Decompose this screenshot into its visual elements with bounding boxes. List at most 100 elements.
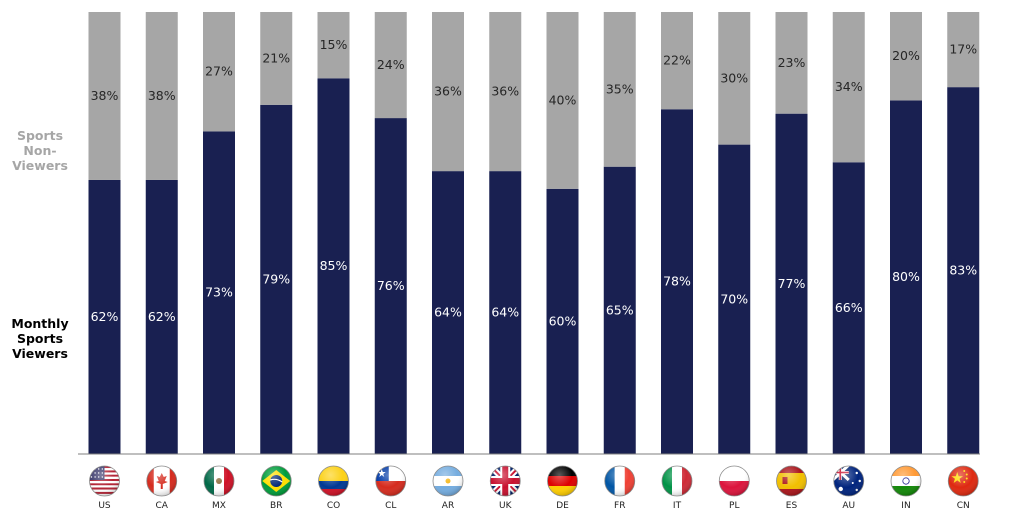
bar-viewers-au [832, 162, 865, 454]
bar-non-viewers-mx [203, 12, 235, 132]
viewers-legend-label: Monthly Sports Viewers [11, 316, 69, 361]
flag-de-icon [547, 465, 578, 497]
flag-mx-icon [203, 465, 235, 497]
bar-non-viewers-au [832, 12, 865, 163]
bar-non-viewers-fr [603, 12, 636, 167]
bar-viewers-pl [718, 144, 751, 454]
tick-label-mx: MX [212, 501, 226, 511]
bar-non-viewers-es [775, 12, 808, 114]
value-label-non-viewers-pl: 30% [720, 70, 748, 85]
tick-label-in: IN [901, 501, 910, 511]
tick-label-fr: FR [614, 501, 625, 511]
bar-viewers-uk [489, 171, 522, 454]
value-label-non-viewers-ca: 38% [148, 88, 176, 103]
bar-viewers-us [88, 179, 121, 454]
tick-label-ca: CA [156, 501, 169, 511]
value-label-viewers-uk: 64% [491, 305, 519, 320]
bars-layer: 62% 38% 62% 38% 73% 27% 79% 21% 85% 15% 76% 24% 64% 3… [88, 12, 980, 455]
value-label-viewers-es: 77% [778, 276, 806, 291]
tick-label-it: IT [673, 501, 682, 511]
tick-label-us: US [98, 501, 111, 511]
value-label-non-viewers-es: 23% [778, 55, 806, 70]
value-label-viewers-us: 62% [91, 309, 119, 324]
tick-label-es: ES [786, 501, 798, 511]
bar-non-viewers-ca [145, 12, 178, 180]
tick-label-co: CO [327, 501, 340, 511]
value-label-non-viewers-au: 34% [835, 79, 863, 94]
value-label-non-viewers-br: 21% [262, 50, 290, 65]
flags-layer: US CA MX BR CO CL AR UK DE FR IT PL ES AU IN CN [89, 465, 979, 511]
bar-viewers-ar [432, 171, 464, 454]
value-label-non-viewers-co: 15% [320, 37, 348, 52]
tick-label-cl: CL [385, 501, 396, 511]
value-label-viewers-ar: 64% [434, 305, 462, 320]
flag-uk-icon [489, 465, 521, 497]
bar-non-viewers-cl [374, 12, 407, 119]
value-label-viewers-pl: 70% [720, 291, 748, 306]
bar-viewers-co [317, 78, 350, 455]
bar-viewers-ca [145, 179, 178, 454]
value-label-viewers-de: 60% [549, 313, 577, 328]
value-label-viewers-mx: 73% [205, 285, 233, 300]
flag-us-icon [89, 465, 120, 497]
tick-label-ar: AR [442, 501, 454, 511]
bar-viewers-br [260, 104, 293, 454]
tick-label-de: DE [556, 501, 569, 511]
value-label-non-viewers-it: 22% [663, 53, 691, 68]
bar-non-viewers-uk [489, 12, 522, 172]
value-label-viewers-cn: 83% [949, 263, 977, 278]
value-label-viewers-co: 85% [320, 258, 348, 273]
value-label-non-viewers-fr: 35% [606, 81, 634, 96]
tick-label-cn: CN [957, 501, 970, 511]
tick-label-uk: UK [499, 501, 513, 511]
value-label-non-viewers-in: 20% [892, 48, 920, 63]
bar-non-viewers-us [88, 12, 121, 180]
bar-viewers-cn [947, 87, 980, 454]
flag-es-icon [776, 465, 807, 497]
bar-non-viewers-cn [947, 12, 980, 88]
bar-non-viewers-it [661, 12, 693, 110]
value-label-non-viewers-cn: 17% [949, 42, 977, 57]
bar-non-viewers-co [317, 12, 350, 79]
flag-br-icon [260, 465, 292, 497]
bar-viewers-mx [203, 131, 235, 454]
value-label-non-viewers-cl: 24% [377, 57, 405, 72]
flag-fr-icon [604, 465, 636, 497]
value-label-viewers-ca: 62% [148, 309, 176, 324]
flag-cl-icon [375, 465, 407, 497]
flag-it-icon [661, 465, 693, 497]
bar-viewers-it [661, 109, 693, 455]
bar-non-viewers-pl [718, 12, 751, 145]
value-label-viewers-it: 78% [663, 274, 691, 289]
flag-au-icon [833, 465, 865, 497]
bar-viewers-es [775, 113, 808, 454]
bar-non-viewers-br [260, 12, 293, 105]
value-label-viewers-fr: 65% [606, 302, 634, 317]
tick-label-au: AU [842, 501, 855, 511]
flag-ar-icon [432, 465, 464, 497]
flag-co-icon [318, 465, 349, 497]
value-label-non-viewers-ar: 36% [434, 84, 462, 99]
value-label-viewers-cl: 76% [377, 278, 405, 293]
value-label-viewers-in: 80% [892, 269, 920, 284]
flag-cn-icon [947, 465, 979, 497]
bar-viewers-de [546, 188, 579, 455]
bar-viewers-in [890, 100, 922, 455]
value-label-non-viewers-mx: 27% [205, 64, 233, 79]
tick-label-pl: PL [729, 501, 739, 511]
tick-label-br: BR [270, 501, 282, 511]
value-label-non-viewers-de: 40% [549, 92, 577, 107]
flag-ca-icon [146, 465, 178, 497]
bar-non-viewers-ar [432, 12, 464, 172]
bar-non-viewers-in [890, 12, 922, 101]
value-label-non-viewers-uk: 36% [491, 84, 519, 99]
value-label-viewers-br: 79% [262, 271, 290, 286]
non-viewers-legend-label: Sports Non- Viewers [12, 128, 68, 173]
value-label-viewers-au: 66% [835, 300, 863, 315]
flag-in-icon [890, 465, 922, 497]
value-label-non-viewers-us: 38% [91, 88, 119, 103]
flag-pl-icon [718, 465, 750, 497]
bar-viewers-cl [374, 118, 407, 454]
bar-non-viewers-de [546, 12, 579, 189]
